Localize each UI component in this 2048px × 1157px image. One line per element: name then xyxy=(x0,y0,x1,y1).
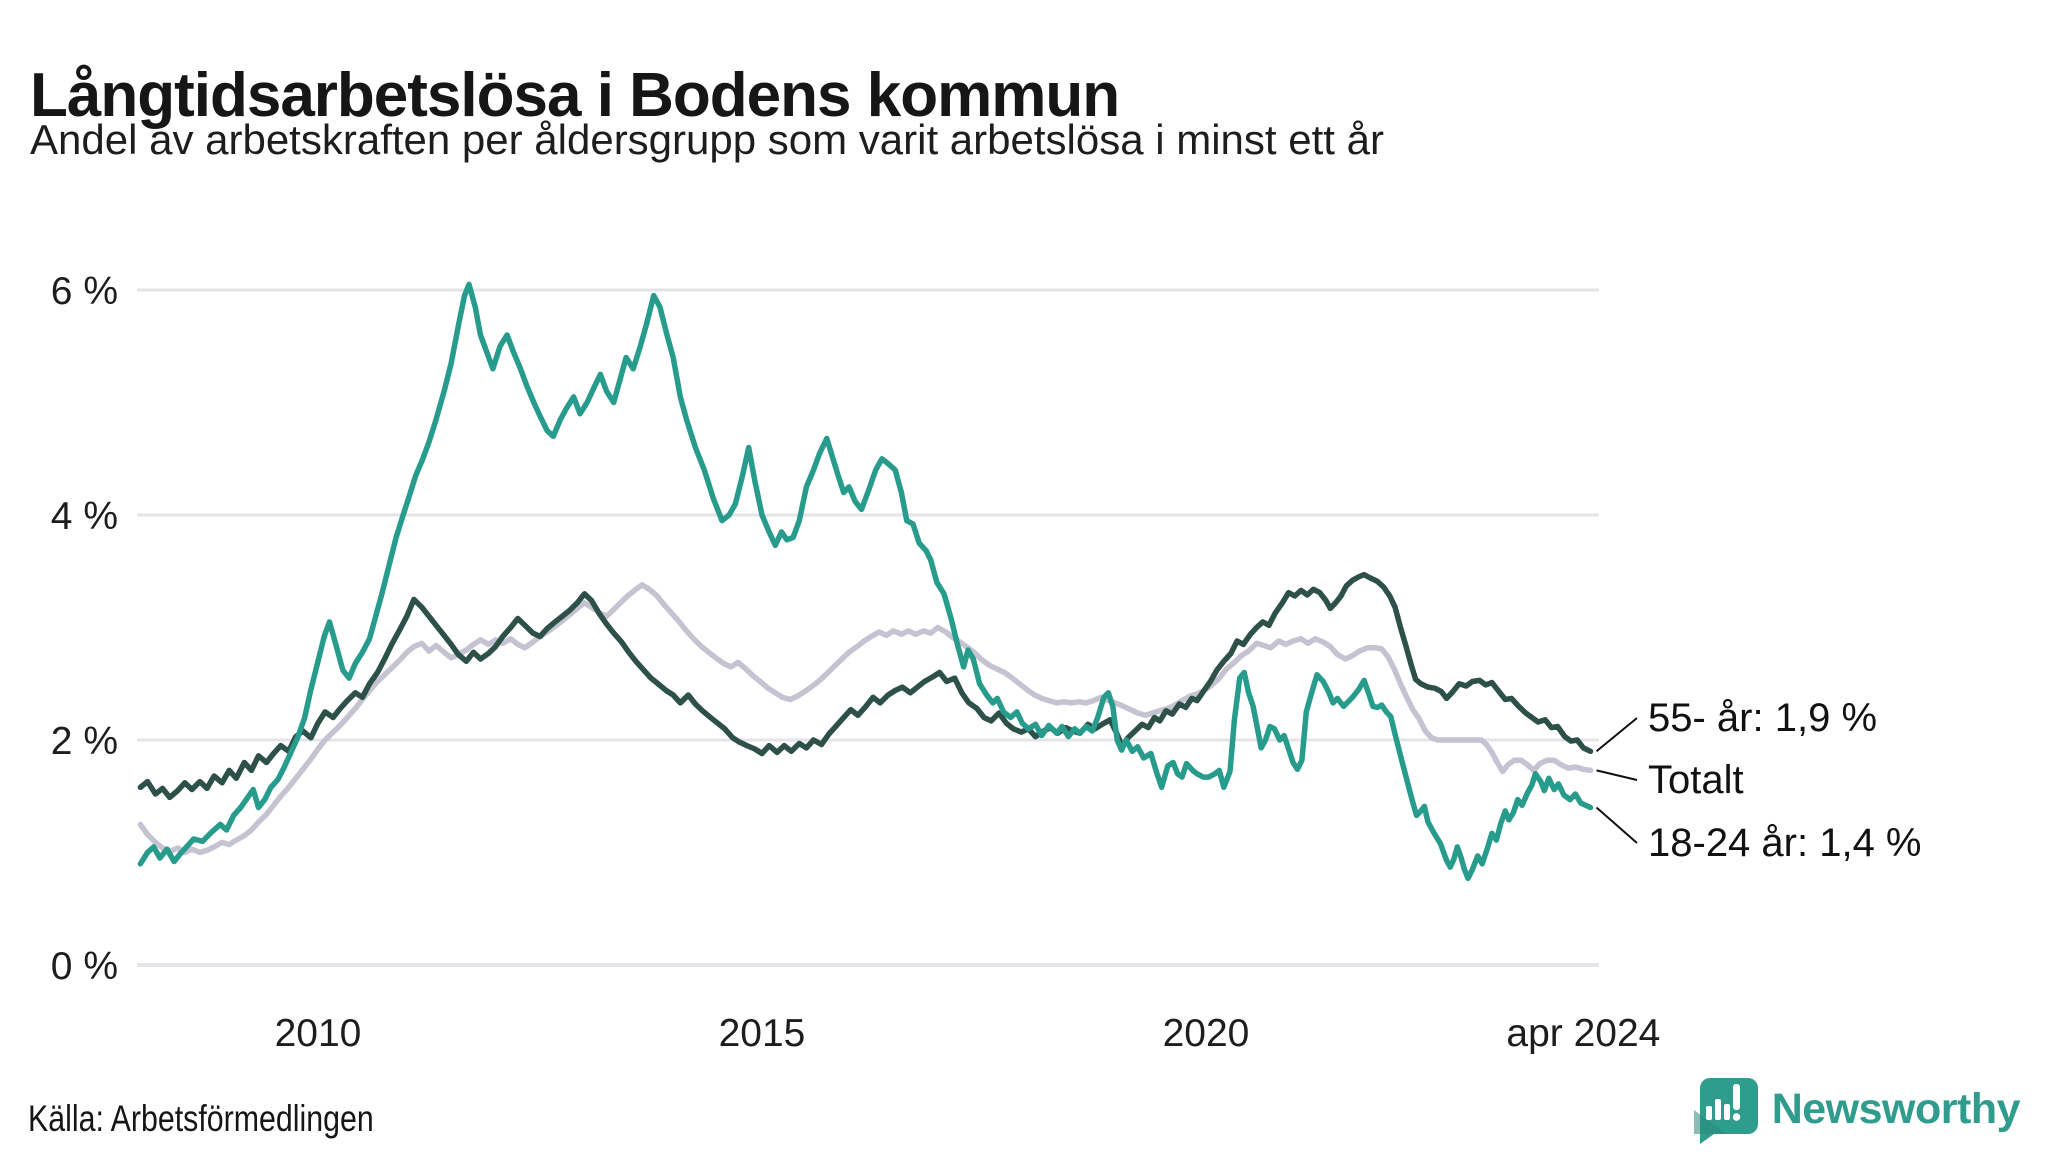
series-end-connector xyxy=(1595,806,1638,844)
page-subtitle: Andel av arbetskraften per åldersgrupp s… xyxy=(30,116,1384,163)
series-end-connector xyxy=(1595,717,1638,753)
series-end-label: Totalt xyxy=(1648,758,1744,802)
newsworthy-wordmark: Newsworthy xyxy=(1771,1084,2021,1133)
series-end-label: 55- år: 1,9 % xyxy=(1648,696,1877,740)
x-tick-label: 2015 xyxy=(719,1012,806,1055)
series-line-55-r xyxy=(137,571,1594,801)
series-end-connector xyxy=(1596,769,1638,781)
series-end-label: 18-24 år: 1,4 % xyxy=(1648,821,1922,865)
newsworthy-branding: Newsworthy xyxy=(1692,1074,2021,1144)
x-tick-label: 2020 xyxy=(1163,1012,1250,1055)
series-line-totalt xyxy=(137,582,1594,856)
x-tick-label: 2010 xyxy=(275,1012,362,1055)
page-title: Långtidsarbetslösa i Bodens kommun xyxy=(30,60,1120,130)
y-tick-label: 0 % xyxy=(51,945,118,988)
y-tick-label: 6 % xyxy=(51,270,118,313)
series-line-18-24r xyxy=(137,281,1594,882)
newsworthy-logo-icon xyxy=(1693,1078,1758,1144)
y-tick-label: 4 % xyxy=(51,495,118,538)
source-label: Källa: Arbetsförmedlingen xyxy=(28,1098,374,1139)
x-tick-label: apr 2024 xyxy=(1506,1012,1660,1055)
y-tick-label: 2 % xyxy=(51,720,118,763)
